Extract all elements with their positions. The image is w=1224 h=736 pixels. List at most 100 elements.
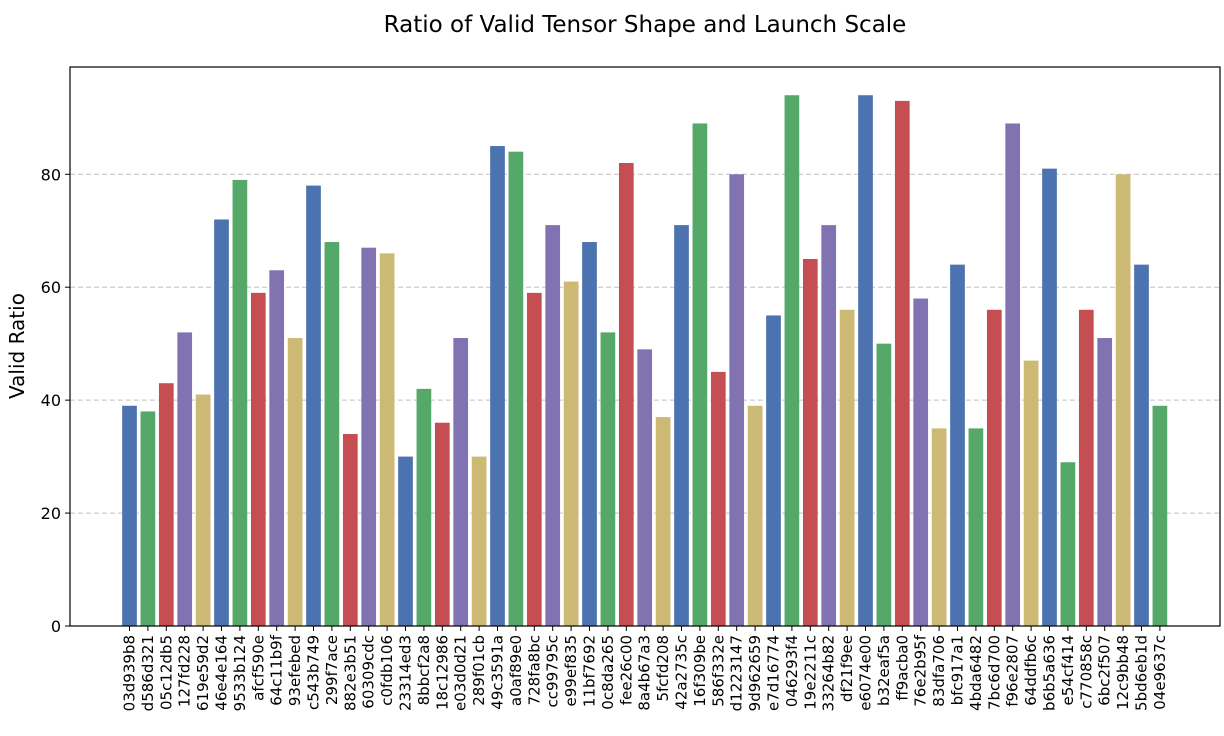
x-tick-label: 05c12db5: [157, 635, 175, 710]
x-tick-label: e6074e00: [857, 635, 875, 711]
x-tick-label: ff9acba0: [893, 635, 911, 701]
bar: [250, 292, 266, 626]
x-tick-label: c0fdb106: [378, 635, 396, 706]
x-tick-label: c543b749: [305, 635, 323, 710]
x-tick-label: 18c12986: [433, 635, 451, 710]
x-tick-label: 299f7ace: [323, 635, 341, 705]
bar: [600, 332, 616, 626]
x-tick-label: bfc917a1: [949, 635, 967, 705]
bar: [1023, 360, 1039, 626]
x-tick-label: 83dfa706: [930, 635, 948, 707]
x-axis-ticks: 03d939b8 d586d321 05c12db5 127fd228 619e59d2…: [121, 626, 1169, 711]
bar: [177, 332, 193, 626]
bar: [637, 349, 653, 626]
x-tick-label: 9d962659: [746, 635, 764, 711]
bar: [858, 95, 873, 627]
bar: [287, 338, 303, 626]
x-tick-label: 16f309be: [691, 635, 709, 707]
bar: [324, 242, 340, 626]
bars: [122, 95, 1168, 627]
bar: [526, 292, 542, 626]
bar: [545, 225, 561, 626]
x-tick-label: 728fa8bc: [525, 635, 543, 705]
bar: [140, 411, 156, 626]
x-tick-label: 93efebed: [286, 635, 304, 706]
bar: [729, 174, 745, 626]
x-tick-label: 8a4b67a3: [636, 635, 654, 711]
x-tick-label: b6b5a636: [1041, 635, 1059, 711]
x-tick-label: 5bd6eb1d: [1133, 635, 1151, 711]
x-tick-label: 127fd228: [176, 635, 194, 707]
bar: [342, 434, 358, 626]
x-tick-label: 60309cdc: [360, 635, 378, 709]
x-tick-label: 619e59d2: [194, 635, 212, 711]
bar: [950, 264, 965, 626]
bar: [931, 428, 947, 626]
x-tick-label: df21f9ee: [838, 635, 856, 702]
x-tick-label: 46e4e164: [213, 635, 231, 711]
bar: [214, 219, 229, 627]
x-tick-label: 11bf7692: [581, 635, 599, 707]
x-tick-label: 42a2735c: [673, 635, 691, 710]
bar: [747, 405, 763, 626]
bar: [398, 456, 413, 626]
x-tick-label: 5fcfd208: [654, 635, 672, 702]
bar: [710, 371, 726, 626]
x-tick-label: afcf590e: [249, 635, 267, 701]
bar: [269, 270, 285, 626]
y-axis-label: Valid Ratio: [5, 293, 29, 399]
y-tick-label: 0: [51, 617, 61, 636]
x-tick-label: 4bda6482: [967, 635, 985, 711]
x-tick-label: e7d16774: [765, 635, 783, 711]
bar: [582, 242, 597, 626]
x-tick-label: 76e2b95f: [912, 634, 930, 706]
bar: [784, 95, 800, 627]
bar: [876, 343, 892, 626]
bar: [195, 394, 211, 626]
y-tick-label: 20: [41, 504, 61, 523]
x-tick-label: d586d321: [139, 635, 157, 711]
bar: [1134, 264, 1149, 626]
x-tick-label: d1223147: [728, 635, 746, 711]
x-tick-label: a0af89e0: [507, 635, 525, 706]
x-tick-label: 49c3591a: [489, 635, 507, 710]
bar: [655, 417, 671, 626]
bar: [379, 253, 395, 627]
bar: [508, 151, 524, 627]
chart-title: Ratio of Valid Tensor Shape and Launch S…: [384, 12, 907, 38]
bar: [692, 123, 708, 626]
x-tick-label: 33264b82: [820, 635, 838, 711]
bar: [913, 298, 929, 626]
bar: [434, 422, 450, 626]
bar: [802, 258, 818, 626]
y-tick-label: 80: [41, 165, 61, 184]
bar: [894, 100, 910, 626]
x-tick-label: 64c11b9f: [268, 634, 286, 705]
x-tick-label: 0c8da265: [599, 635, 617, 710]
bar: [1097, 338, 1113, 626]
x-tick-label: 03d939b8: [121, 635, 139, 711]
bar: [1078, 309, 1094, 626]
x-tick-label: 23314ed3: [397, 635, 415, 711]
x-tick-label: 586f332e: [709, 635, 727, 707]
x-tick-label: 6bc2f507: [1096, 635, 1114, 706]
x-tick-label: b32eaf5a: [875, 635, 893, 706]
x-tick-label: 9533b124: [231, 635, 249, 711]
bar: [1115, 174, 1131, 626]
x-tick-label: e54cf414: [1059, 635, 1077, 705]
bar: [122, 405, 137, 626]
x-tick-label: 882e3b51: [341, 635, 359, 711]
x-tick-label: e99ef835: [562, 635, 580, 706]
bar: [674, 225, 689, 626]
bar: [453, 338, 469, 626]
bar: [968, 428, 984, 626]
x-tick-label: c770858c: [1077, 635, 1095, 709]
bar: [986, 309, 1002, 626]
bar: [563, 281, 579, 626]
x-tick-label: fee26c00: [617, 635, 635, 705]
x-tick-label: 19e2211c: [801, 635, 819, 710]
x-tick-label: e03d0d21: [452, 635, 470, 711]
bar: [1152, 405, 1168, 626]
x-tick-label: 289f01cb: [470, 635, 488, 706]
bar: [618, 162, 634, 626]
